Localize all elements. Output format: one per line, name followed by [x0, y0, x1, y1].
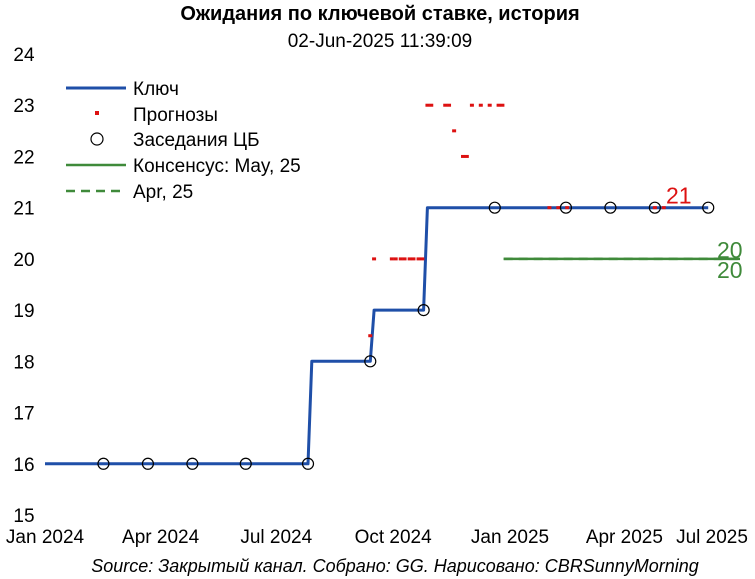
- forecast-end-label: 21: [666, 183, 692, 209]
- forecast-point: [389, 257, 394, 261]
- forecast-point: [407, 257, 412, 261]
- x-tick-label: Jul 2024: [240, 527, 312, 548]
- y-tick-label: 15: [13, 506, 34, 527]
- legend-label-key: Ключ: [133, 79, 179, 100]
- y-tick-label: 23: [13, 96, 34, 117]
- forecast-point: [464, 154, 469, 158]
- forecast-point: [478, 103, 483, 107]
- forecast-point: [416, 257, 421, 261]
- chart-subtitle: 02-Jun-2025 11:39:09: [288, 31, 473, 52]
- y-tick-label: 16: [13, 455, 34, 476]
- y-tick-label: 24: [13, 45, 35, 66]
- x-tick-label: Jul 2025: [676, 527, 748, 548]
- y-tick-label: 20: [13, 250, 34, 271]
- forecast-point: [661, 206, 666, 210]
- cbr-meeting-marker: [239, 457, 252, 470]
- cbr-meeting-marker: [141, 457, 155, 470]
- forecast-point: [452, 129, 457, 133]
- y-axis-ticks: 15 16 17 18 19 20 21 22 23 24: [13, 45, 35, 527]
- cbr-meeting-marker: [604, 201, 617, 214]
- legend-forecast-marker: [95, 111, 99, 115]
- forecast-point: [368, 334, 373, 338]
- forecast-point: [461, 154, 466, 158]
- consensus-apr-end-label: 20: [717, 257, 743, 283]
- legend-label-meetings: Заседания ЦБ: [133, 130, 260, 151]
- cbr-meeting-marker: [559, 201, 573, 214]
- cbr-meeting-marker: [648, 201, 661, 214]
- forecast-point: [496, 103, 501, 107]
- legend-label-consensus-may: Консенсус: May, 25: [133, 156, 301, 177]
- legend: Ключ Прогнозы Заседания ЦБ Консенсус: Ma…: [66, 79, 301, 203]
- cbr-meeting-marker: [417, 304, 430, 317]
- forecast-point: [565, 206, 570, 210]
- legend-meeting-marker: [90, 132, 104, 146]
- cbr-meeting-marker: [488, 201, 501, 214]
- y-tick-label: 22: [13, 147, 34, 168]
- forecast-point: [398, 257, 403, 261]
- y-tick-label: 17: [13, 404, 34, 425]
- cbr-meeting-marker: [702, 201, 715, 214]
- forecast-point: [402, 257, 407, 261]
- cbr-meeting-marker: [301, 457, 315, 470]
- forecast-point: [420, 257, 425, 261]
- y-tick-label: 21: [13, 199, 34, 220]
- x-axis-ticks: Jan 2024 Apr 2024 Jul 2024 Oct 2024 Jan 2025…: [6, 527, 748, 548]
- x-tick-label: Oct 2024: [355, 527, 433, 548]
- forecast-point: [469, 103, 474, 107]
- forecast-point: [372, 257, 377, 261]
- x-tick-label: Jan 2025: [471, 527, 549, 548]
- x-tick-label: Apr 2024: [122, 527, 200, 548]
- key-rate-line: [45, 206, 709, 466]
- chart-title: Ожидания по ключевой ставке, история: [180, 3, 579, 25]
- y-tick-label: 18: [13, 352, 34, 373]
- y-tick-label: 19: [13, 301, 34, 322]
- forecast-point: [447, 103, 452, 107]
- consensus-may-end-label: 20: [717, 237, 743, 263]
- forecast-point: [443, 103, 448, 107]
- forecast-point: [556, 206, 561, 210]
- source-note: Source: Закрытый канал. Собрано: GG. Нар…: [91, 556, 699, 576]
- cbr-meeting-marker: [186, 457, 199, 470]
- forecast-point: [487, 103, 492, 107]
- x-tick-label: Jan 2024: [6, 527, 85, 548]
- forecast-point: [547, 206, 552, 210]
- forecast-point: [411, 257, 416, 261]
- forecast-point: [652, 206, 657, 210]
- forecast-point: [425, 103, 430, 107]
- forecast-point: [429, 103, 434, 107]
- forecast-point: [500, 103, 505, 107]
- cbr-meeting-marker: [364, 355, 377, 368]
- forecast-point: [393, 257, 398, 261]
- legend-label-consensus-apr: Apr, 25: [133, 182, 193, 203]
- cbr-meeting-marker: [97, 457, 110, 470]
- x-tick-label: Apr 2025: [586, 527, 663, 548]
- legend-label-forecasts: Прогнозы: [133, 105, 218, 126]
